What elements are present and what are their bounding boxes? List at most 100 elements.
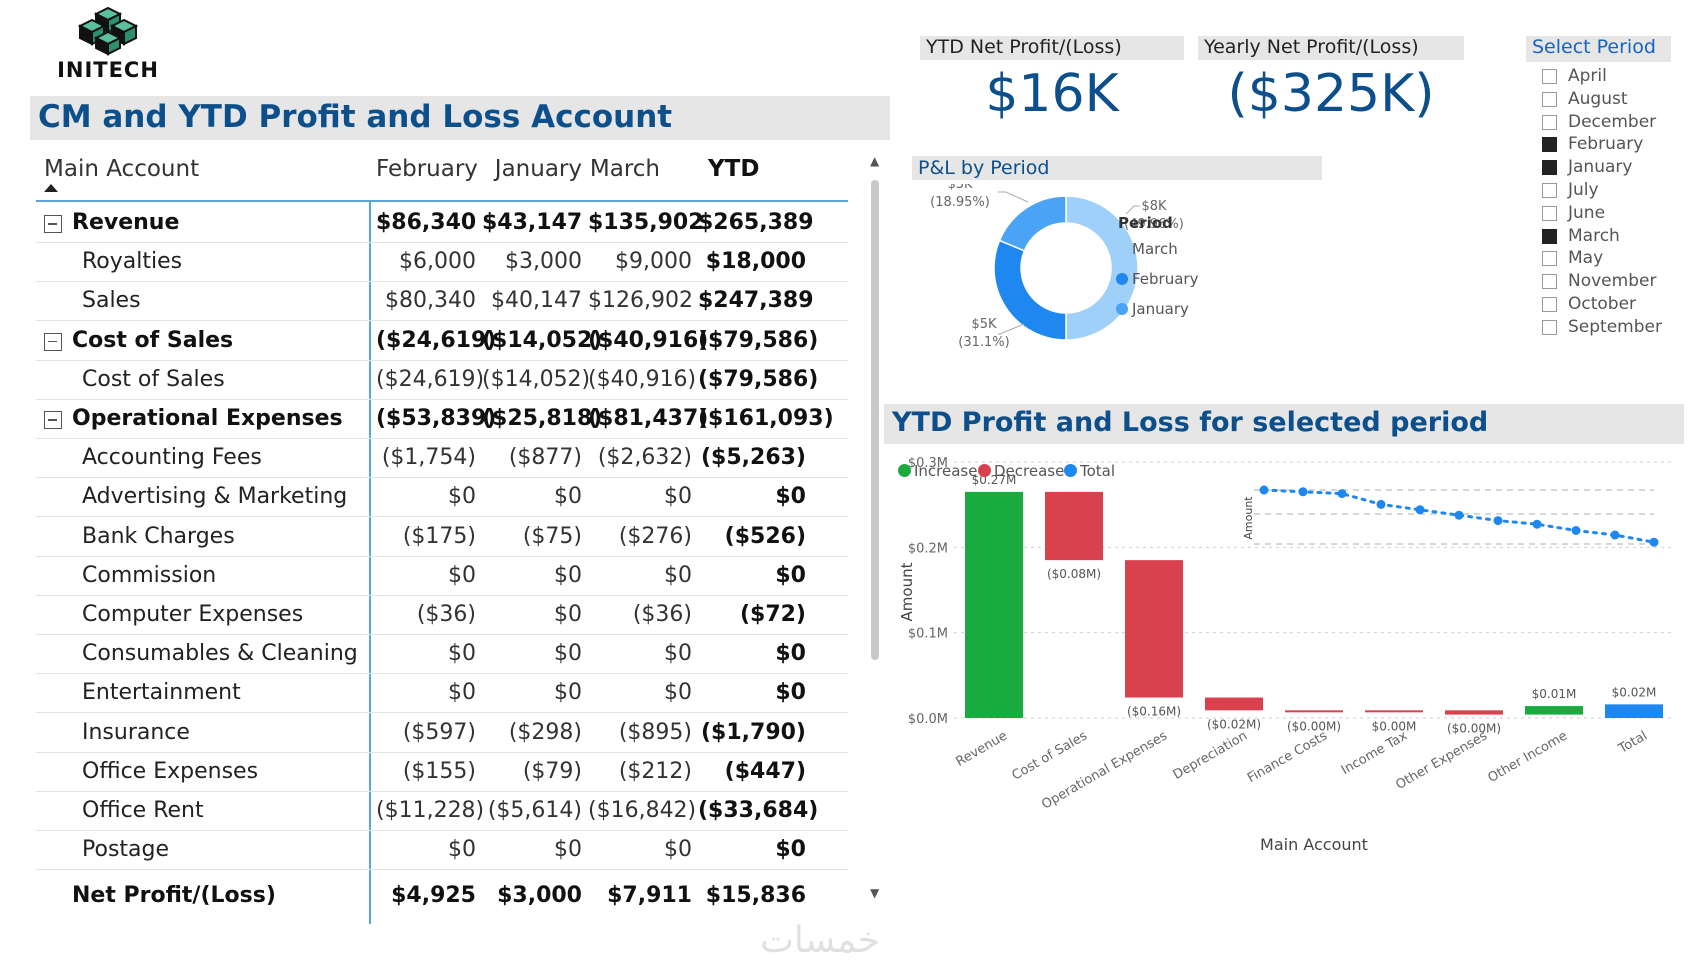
waterfall-bar-7[interactable] [1525, 706, 1583, 715]
checkbox[interactable] [1542, 160, 1557, 176]
cell-ytd: $0 [775, 641, 806, 667]
inset-point[interactable] [1298, 487, 1308, 497]
legend-label: Increase [914, 462, 978, 480]
legend-dot-january [1116, 303, 1128, 315]
donut-slice-january[interactable] [998, 195, 1067, 252]
collapse-toggle-icon[interactable] [44, 411, 62, 429]
checkbox[interactable] [1542, 319, 1557, 335]
collapse-toggle-icon[interactable] [44, 332, 62, 351]
cell-c2: ($298) [508, 719, 582, 745]
donut-pct-label: (18.95%) [930, 195, 990, 210]
inset-point[interactable] [1415, 505, 1425, 515]
cell-ytd: ($447) [724, 758, 806, 784]
header-january[interactable]: January [494, 156, 582, 182]
row-label: Cost of Sales [72, 327, 234, 353]
kpi-ytd-value: $16K [985, 64, 1119, 124]
row-label: Accounting Fees [82, 445, 262, 471]
sort-ascending-icon[interactable] [44, 184, 58, 192]
checkbox[interactable] [1542, 69, 1557, 84]
checkbox[interactable] [1542, 137, 1557, 153]
total-label: Net Profit/(Loss) [72, 883, 276, 909]
checkbox[interactable] [1542, 251, 1557, 267]
row-label: Cost of Sales [82, 366, 225, 392]
waterfall-bar-5[interactable] [1365, 710, 1423, 713]
inset-point[interactable] [1259, 485, 1269, 495]
legend-dot-icon [978, 464, 991, 477]
pl-by-period-donut-chart: $8K (49.96%) $5K (31.1%) $3K (18.95%) Period Ma… [930, 184, 1198, 350]
cell-c2: $0 [554, 484, 582, 510]
page-title: CM and YTD Profit and Loss Account [38, 99, 673, 135]
legend-item-increase[interactable]: Increase [898, 461, 977, 481]
inset-point[interactable] [1649, 537, 1659, 547]
cell-c3: ($40,916) [588, 366, 697, 392]
checkbox[interactable] [1542, 228, 1557, 244]
checkbox[interactable] [1542, 114, 1557, 130]
cell-ytd: $265,389 [698, 210, 814, 235]
inset-line-chart: Amount [1242, 485, 1659, 547]
waterfall-bar-0[interactable] [965, 491, 1023, 718]
inset-point[interactable] [1532, 519, 1542, 529]
select-period-slicer: Select Period April August December Februar… [1526, 36, 1672, 376]
checkbox[interactable] [1542, 274, 1557, 290]
legend-item-decrease[interactable]: Decrease [978, 461, 1064, 481]
legend-item-total[interactable]: Total [1064, 461, 1115, 481]
cell-c2: ($14,052) [482, 327, 603, 353]
inset-point[interactable] [1376, 499, 1386, 509]
slicer-item-label: December [1568, 111, 1657, 132]
waterfall-bar-3[interactable] [1205, 697, 1263, 711]
slicer-item-label: February [1568, 134, 1644, 155]
table-scrollbar[interactable]: ▲ ▼ [868, 150, 882, 910]
row-label: Office Expenses [82, 758, 259, 784]
x-tick-label: Total [1615, 728, 1650, 757]
cell-c2: ($75) [522, 523, 582, 549]
leader-line [1125, 205, 1140, 215]
inset-point[interactable] [1610, 530, 1620, 540]
scroll-up-icon[interactable]: ▲ [870, 154, 880, 168]
row-label: Consumables & Cleaning [82, 641, 358, 667]
collapse-toggle-icon[interactable] [44, 215, 62, 233]
inset-point[interactable] [1454, 510, 1464, 520]
waterfall-bar-6[interactable] [1445, 710, 1503, 715]
donut-slice-february[interactable] [993, 239, 1067, 341]
table-group-row[interactable]: Revenue $86,340 $43,147 $135,902 $265,389 [36, 204, 848, 243]
x-tick-label: Depreciation [1171, 728, 1250, 782]
checkbox[interactable] [1542, 205, 1557, 221]
checkbox[interactable] [1542, 91, 1557, 107]
total-cell-ytd: $15,836 [705, 883, 806, 909]
header-february[interactable]: February [376, 156, 478, 182]
legend-label: Total [1080, 462, 1116, 480]
inset-point[interactable] [1493, 516, 1503, 526]
cell-c1: ($53,839) [376, 406, 497, 431]
table-group-row[interactable]: Operational Expenses ($53,839) ($25,818) ($… [36, 400, 848, 439]
table-row: Office Rent ($11,228) ($5,614) ($16,842) ($3… [36, 792, 848, 831]
inset-point[interactable] [1571, 526, 1581, 535]
row-label: Postage [82, 837, 170, 863]
scroll-down-icon[interactable]: ▼ [870, 886, 880, 900]
waterfall-bar-1[interactable] [1045, 491, 1103, 561]
row-label: Advertising & Marketing [82, 484, 348, 510]
waterfall-bar-2[interactable] [1125, 560, 1183, 698]
waterfall-bar-4[interactable] [1285, 710, 1343, 713]
slicer-item-label: November [1568, 271, 1657, 292]
inset-point[interactable] [1337, 489, 1347, 499]
donut-value-label: $5K [971, 317, 997, 332]
checkbox[interactable] [1542, 183, 1557, 198]
watermark-text: خمسات [760, 920, 881, 961]
header-main-account[interactable]: Main Account [44, 156, 200, 182]
table-row: Sales $80,340 $40,147 $126,902 $247,389 [36, 282, 848, 322]
cell-ytd: ($526) [724, 523, 806, 549]
cell-ytd: $247,389 [698, 288, 814, 314]
scroll-thumb[interactable] [871, 180, 879, 660]
header-march[interactable]: March [589, 156, 660, 182]
checkbox[interactable] [1542, 297, 1557, 312]
total-cell-c1: $4,925 [391, 883, 476, 909]
table-row: Bank Charges ($175) ($75) ($276) ($526) [36, 518, 848, 557]
slicer-item-label: March [1568, 225, 1620, 246]
table-group-row[interactable]: Cost of Sales ($24,619) ($14,052) ($40,916)… [36, 322, 848, 361]
kpi-yearly-title: Yearly Net Profit/(Loss) [1198, 36, 1464, 60]
y-tick-label: $0.0M [908, 712, 948, 727]
waterfall-bar-8[interactable] [1605, 704, 1663, 718]
header-ytd[interactable]: YTD [708, 156, 760, 182]
cell-c2: ($14,052) [482, 366, 591, 392]
kpi-ytd-title: YTD Net Profit/(Loss) [920, 36, 1184, 60]
